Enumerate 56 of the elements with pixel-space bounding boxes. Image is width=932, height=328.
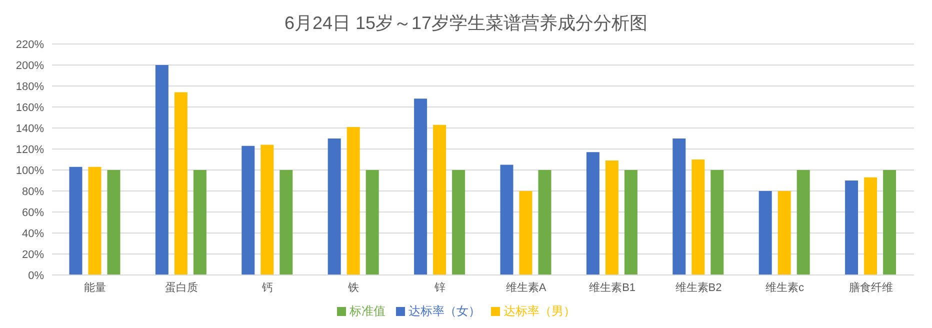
y-tick-label: 120% xyxy=(16,144,44,156)
bar xyxy=(174,92,188,275)
legend-label: 达标率（男） xyxy=(504,304,576,318)
bar xyxy=(864,177,878,275)
y-tick-label: 220% xyxy=(16,38,44,51)
bar xyxy=(624,170,638,275)
bar xyxy=(845,180,858,275)
bar xyxy=(414,98,428,275)
y-tick-label: 80% xyxy=(22,186,44,198)
bar xyxy=(500,164,514,275)
x-tick-label: 维生素B2 xyxy=(675,280,722,294)
x-tick-label: 钙 xyxy=(261,282,273,294)
legend-label: 标准值 xyxy=(350,304,386,318)
legend-label: 达标率（女） xyxy=(408,304,480,318)
bar xyxy=(242,146,255,275)
y-tick-label: 200% xyxy=(16,60,44,72)
y-tick-label: 100% xyxy=(16,164,44,177)
x-tick-label: 锌 xyxy=(433,280,446,294)
chart-title: 6月24日 15岁～17岁学生菜谱营养成分分析图 xyxy=(283,12,649,35)
bar xyxy=(346,126,360,275)
bar xyxy=(193,170,206,275)
x-tick-label: 蛋白质 xyxy=(164,280,198,294)
bar xyxy=(155,65,168,275)
bar xyxy=(519,191,532,275)
bar xyxy=(260,144,274,275)
bar xyxy=(605,160,618,275)
y-tick-label: 0% xyxy=(28,270,44,282)
bar xyxy=(328,138,341,275)
x-tick-label: 铁 xyxy=(347,282,360,294)
bar xyxy=(758,191,772,275)
bar xyxy=(692,160,705,275)
y-tick-label: 180% xyxy=(16,80,44,93)
bar xyxy=(366,170,379,275)
bar xyxy=(586,152,600,275)
bar xyxy=(883,170,896,275)
x-tick-label: 能量 xyxy=(84,280,106,294)
bar xyxy=(69,166,82,275)
x-tick-label: 膳食纤维 xyxy=(848,280,893,294)
y-tick-label: 160% xyxy=(16,102,44,114)
bar xyxy=(107,170,120,275)
x-tick-label: 维生素B1 xyxy=(589,280,636,294)
bar xyxy=(280,170,293,275)
bar xyxy=(672,138,686,275)
bar xyxy=(452,170,466,275)
x-tick-label: 维生素A xyxy=(506,280,547,294)
bar xyxy=(88,166,102,275)
bar xyxy=(710,170,724,275)
x-tick-label: 维生素c xyxy=(765,280,804,294)
bar xyxy=(433,124,446,275)
y-tick-label: 20% xyxy=(22,248,44,261)
bar xyxy=(796,170,810,275)
y-tick-label: 60% xyxy=(22,206,44,219)
bar xyxy=(538,170,552,275)
y-tick-label: 40% xyxy=(22,228,44,240)
bar xyxy=(778,191,791,275)
y-tick-label: 140% xyxy=(16,122,44,135)
